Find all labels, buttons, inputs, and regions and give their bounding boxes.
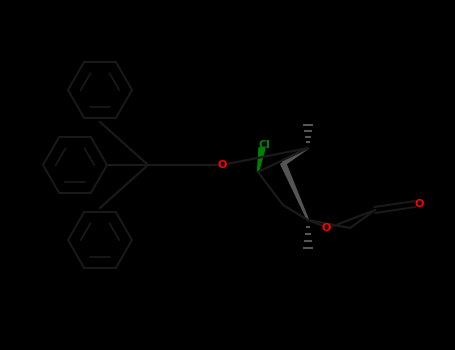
Polygon shape bbox=[258, 147, 265, 172]
Text: Cl: Cl bbox=[258, 140, 270, 150]
Text: O: O bbox=[321, 223, 331, 233]
Polygon shape bbox=[281, 162, 308, 220]
Text: O: O bbox=[415, 199, 424, 209]
Text: O: O bbox=[217, 160, 227, 170]
Polygon shape bbox=[282, 148, 308, 165]
